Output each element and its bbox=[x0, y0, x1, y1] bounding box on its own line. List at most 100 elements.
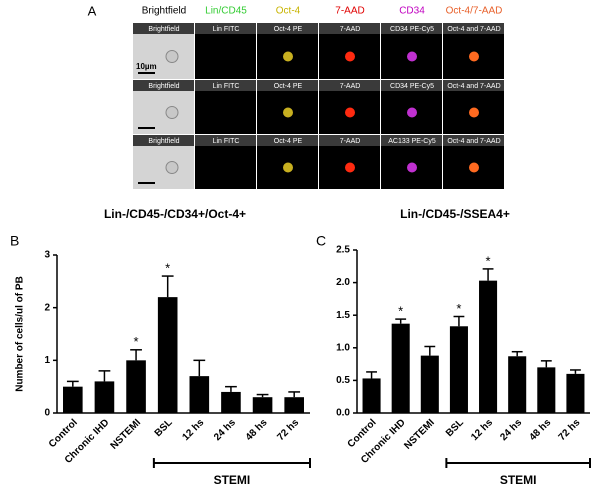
column-header: Lin/CD45 bbox=[205, 6, 247, 17]
cell bbox=[345, 162, 355, 173]
cell-label: Lin FITC bbox=[213, 26, 240, 33]
cell-label-bar bbox=[257, 135, 318, 146]
significance-star: * bbox=[165, 261, 170, 276]
cell bbox=[165, 50, 179, 63]
cell-label: Oct-4 PE bbox=[274, 26, 303, 33]
column-header: CD34 bbox=[399, 6, 425, 17]
cell-label-bar bbox=[195, 135, 256, 146]
cell-label: Lin FITC bbox=[213, 138, 240, 145]
cell bbox=[283, 51, 293, 62]
column-header: 7-AAD bbox=[335, 6, 364, 17]
bar bbox=[449, 326, 468, 413]
group-label: STEMI bbox=[500, 473, 537, 487]
cell bbox=[283, 107, 293, 118]
column-header: Brightfield bbox=[142, 6, 186, 17]
bar bbox=[126, 360, 146, 413]
cell-label-bar bbox=[257, 80, 318, 91]
cell bbox=[469, 162, 479, 173]
y-tick-label: 2.0 bbox=[336, 277, 350, 288]
y-tick-label: 0.0 bbox=[336, 408, 350, 419]
column-header: Oct-4/7-AAD bbox=[446, 6, 503, 17]
cell-label: Brightfield bbox=[148, 83, 179, 90]
cell-label-bar bbox=[133, 80, 194, 91]
y-tick-label: 3 bbox=[44, 250, 50, 261]
x-tick-label: NSTEMI bbox=[402, 417, 437, 452]
cell-label: 7-AAD bbox=[340, 26, 361, 33]
panel-label: A bbox=[88, 3, 97, 18]
cell-label-bar bbox=[195, 23, 256, 34]
cell bbox=[407, 107, 417, 118]
x-tick-label: 12 hs bbox=[180, 417, 206, 443]
x-tick-label: BSL bbox=[153, 417, 175, 439]
cell-label: 7-AAD bbox=[340, 83, 361, 90]
cell-label-bar bbox=[443, 23, 504, 34]
bar bbox=[479, 280, 498, 413]
y-axis-label: Number of cells/ul of PB bbox=[15, 276, 26, 392]
cell-label-bar bbox=[133, 135, 194, 146]
x-tick-label: 12 hs bbox=[469, 417, 495, 443]
x-tick-label: BSL bbox=[444, 417, 466, 439]
significance-star: * bbox=[486, 253, 491, 268]
bar bbox=[63, 386, 83, 413]
bar bbox=[252, 397, 273, 413]
y-tick-label: 1.5 bbox=[336, 310, 350, 321]
y-tick-label: 1 bbox=[44, 355, 50, 366]
group-label: STEMI bbox=[214, 473, 251, 487]
cell-label-bar bbox=[381, 23, 442, 34]
cell-label: Brightfield bbox=[148, 138, 179, 145]
panel-label: B bbox=[10, 233, 19, 249]
bar bbox=[221, 391, 241, 413]
x-tick-label: NSTEMI bbox=[109, 417, 144, 452]
panel-label: C bbox=[316, 233, 326, 249]
y-tick-label: 2 bbox=[44, 302, 50, 313]
cell bbox=[469, 51, 479, 62]
cell-label: Oct-4 and 7-AAD bbox=[447, 83, 500, 90]
cell bbox=[345, 51, 355, 62]
cell-label-bar bbox=[443, 80, 504, 91]
y-tick-label: 1.0 bbox=[336, 342, 350, 353]
cell-label-bar bbox=[319, 135, 380, 146]
cell-label-bar bbox=[443, 135, 504, 146]
cell bbox=[345, 107, 355, 118]
cell-label-bar bbox=[319, 23, 380, 34]
cell-label: Oct-4 PE bbox=[274, 83, 303, 90]
bar bbox=[284, 397, 304, 413]
significance-star: * bbox=[398, 304, 403, 319]
cell-label-bar bbox=[381, 80, 442, 91]
cell-label: Brightfield bbox=[148, 26, 179, 33]
bar bbox=[157, 297, 178, 413]
cell-label: Oct-4 PE bbox=[274, 138, 303, 145]
cell bbox=[165, 161, 179, 174]
bar bbox=[391, 323, 410, 413]
x-tick-label: 48 hs bbox=[244, 417, 270, 443]
cell-label-bar bbox=[319, 80, 380, 91]
scale-bar-label: 10µm bbox=[136, 62, 157, 71]
bar bbox=[508, 356, 527, 413]
x-tick-label: 72 hs bbox=[557, 417, 583, 443]
cell-label: Oct-4 and 7-AAD bbox=[447, 138, 500, 145]
cell-label-bar bbox=[195, 80, 256, 91]
bar bbox=[566, 373, 585, 413]
significance-star: * bbox=[134, 334, 139, 349]
bar bbox=[362, 378, 381, 413]
cell-label: Oct-4 and 7-AAD bbox=[447, 26, 500, 33]
y-tick-label: 2.5 bbox=[336, 245, 350, 256]
significance-star: * bbox=[456, 301, 461, 316]
column-header: Oct-4 bbox=[276, 6, 301, 17]
cell bbox=[283, 162, 293, 173]
y-tick-label: 0.5 bbox=[336, 375, 350, 386]
chart-title: Lin-/CD45-/SSEA4+ bbox=[400, 207, 510, 221]
cell-label-bar bbox=[381, 135, 442, 146]
cell-label-bar bbox=[133, 23, 194, 34]
cell bbox=[407, 51, 417, 62]
cell bbox=[407, 162, 417, 173]
chart-title: Lin-/CD45-/CD34+/Oct-4+ bbox=[104, 207, 246, 221]
x-tick-label: 72 hs bbox=[275, 417, 301, 443]
cell-label: 7-AAD bbox=[340, 138, 361, 145]
cell-label: CD34 PE-Cy5 bbox=[390, 83, 434, 90]
y-tick-label: 0 bbox=[44, 408, 50, 419]
cell-label-bar bbox=[257, 23, 318, 34]
cell bbox=[165, 106, 179, 119]
x-tick-label: 24 hs bbox=[498, 417, 524, 443]
